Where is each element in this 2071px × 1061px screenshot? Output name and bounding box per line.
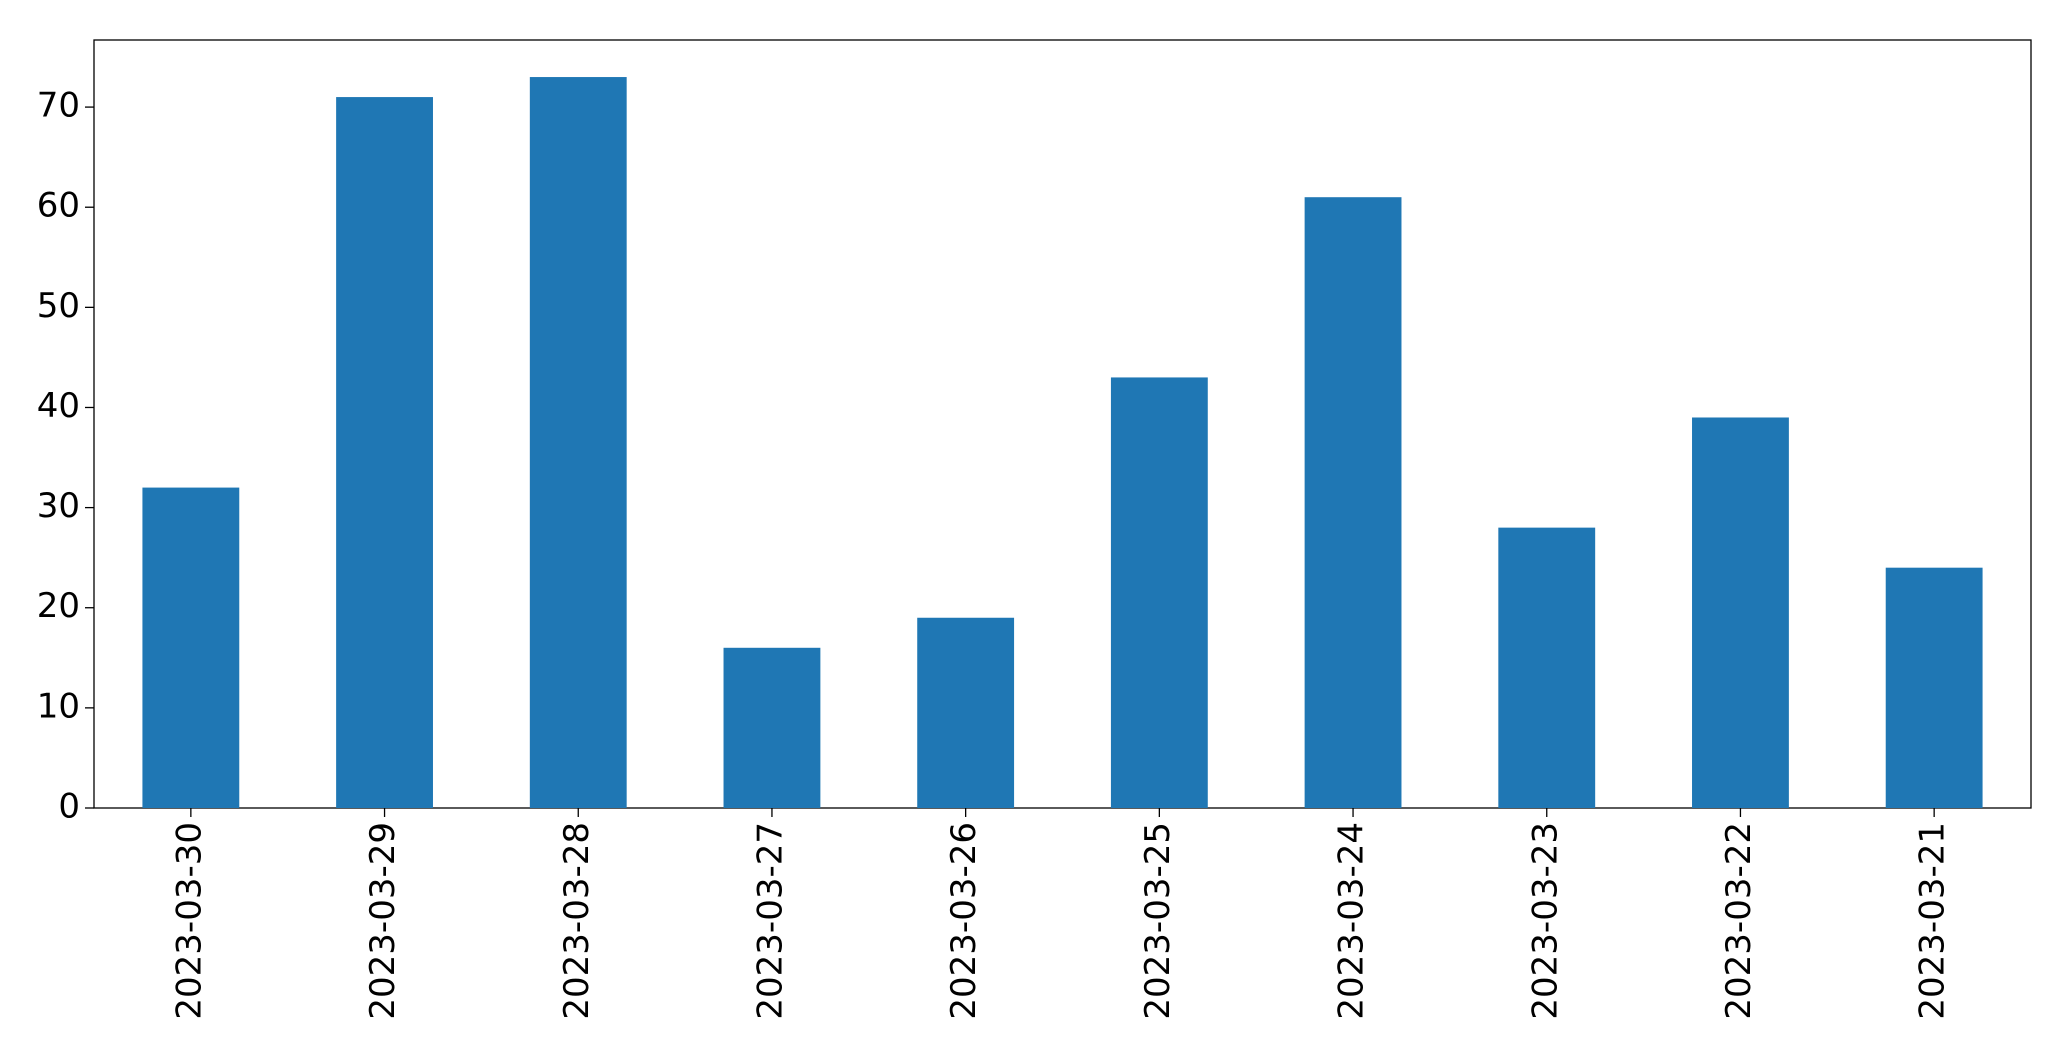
y-tick-label: 30 [37, 486, 80, 526]
x-tick-label: 2023-03-25 [1138, 822, 1178, 1020]
y-tick-label: 0 [58, 787, 80, 827]
x-tick-label: 2023-03-28 [557, 822, 597, 1020]
x-tick-label: 2023-03-21 [1913, 822, 1953, 1020]
y-tick-label: 10 [37, 686, 80, 726]
y-tick-label: 60 [37, 186, 80, 226]
x-tick-label: 2023-03-22 [1719, 822, 1759, 1020]
bar [142, 487, 240, 808]
plot-frame [93, 39, 2032, 809]
x-tick-label: 2023-03-30 [169, 822, 209, 1020]
bar [1692, 417, 1789, 808]
y-tick-label: 40 [37, 386, 80, 426]
x-tick-label: 2023-03-27 [750, 822, 790, 1020]
y-tick-label: 20 [37, 586, 80, 626]
bar [1110, 377, 1208, 808]
bar [1304, 197, 1402, 808]
bar [529, 77, 627, 809]
bar [917, 617, 1015, 808]
x-tick-label: 2023-03-29 [363, 822, 403, 1020]
y-tick-label: 70 [37, 86, 80, 126]
bar [1498, 527, 1596, 808]
bar [1885, 567, 1983, 808]
x-tick-label: 2023-03-23 [1525, 822, 1565, 1020]
x-tick-label: 2023-03-24 [1332, 822, 1372, 1020]
bar [723, 647, 821, 808]
x-tick-label: 2023-03-26 [944, 822, 984, 1020]
bar [336, 97, 433, 808]
y-tick-label: 50 [37, 286, 80, 326]
